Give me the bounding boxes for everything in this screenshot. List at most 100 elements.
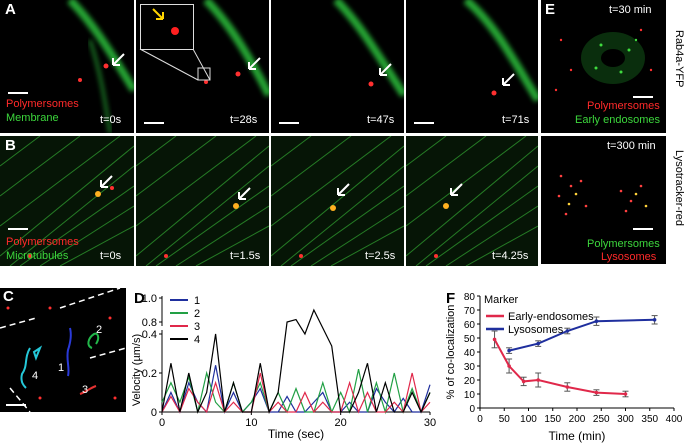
panel-e-top: E t=30 min Polymersomes Early endosomes [541, 0, 666, 133]
track-label-2: 2 [96, 324, 103, 336]
data-point [507, 348, 511, 353]
panel-a-label-polymersomes: Polymersomes [6, 98, 79, 110]
y-axis-label: % of co-localization [445, 305, 457, 400]
panel-b-frame-1: B Polymersomes Microtubules t=0s [0, 136, 134, 266]
x-tick-label: 50 [499, 414, 511, 425]
scale-bar [414, 122, 434, 124]
time-label: t=47s [367, 114, 395, 126]
scale-bar [633, 96, 653, 98]
track-label-3: 3 [82, 384, 89, 396]
y-tick-label: 70 [464, 306, 476, 317]
x-tick-label: 300 [617, 414, 634, 425]
y-tick-label: 30 [464, 362, 476, 373]
y-tick-label: 1.0 [142, 293, 157, 305]
y-tick-label: 0 [151, 407, 157, 419]
y-tick-label: 40 [464, 348, 476, 359]
x-tick-label: 10 [245, 417, 257, 429]
microtubules-image [406, 136, 538, 266]
panel-e-label-lysosomes: Lysosomes [601, 251, 657, 263]
x-tick-label: 250 [593, 414, 610, 425]
arrow-icon [379, 63, 392, 76]
zoom-inset [140, 4, 194, 50]
time-label: t=0s [100, 250, 122, 262]
data-point [652, 318, 657, 322]
time-label: t=2.5s [365, 250, 396, 262]
data-point [565, 329, 570, 333]
data-point [565, 385, 570, 389]
data-point [536, 378, 540, 382]
zoom-inset-image [171, 27, 179, 35]
x-axis-label: Time (sec) [268, 427, 324, 441]
panel-b-label-polymersomes: Polymersomes [6, 236, 79, 248]
microtubules-image [0, 136, 134, 266]
panel-letter-b: B [5, 137, 16, 154]
panel-a-frame-3: t=47s [271, 0, 404, 133]
x-tick-label: 30 [424, 417, 436, 429]
arrow-icon [238, 187, 251, 200]
x-tick-label: 200 [569, 414, 586, 425]
x-axis-label: Time (min) [549, 429, 606, 443]
scale-bar [8, 228, 28, 230]
panel-a-frame-4: t=71s [406, 0, 538, 133]
y-tick-label: 80 [464, 292, 476, 303]
scale-bar [279, 122, 299, 124]
y-tick-label: 0.2 [142, 368, 157, 380]
arrow-icon [248, 57, 261, 70]
arrow-icon [100, 175, 113, 188]
panel-e-label-polymersomes: Polymersomes [587, 100, 660, 112]
series-line-3 [161, 372, 431, 414]
series-line-2 [161, 368, 431, 415]
x-tick-label: 350 [641, 414, 658, 425]
scale-bar [144, 122, 164, 124]
panel-e-label-polymersomes-2: Polymersomes [587, 238, 660, 250]
scale-bar [6, 404, 26, 406]
panel-b-frame-4: t=4.25s [406, 136, 538, 266]
y-tick-label: 0 [469, 404, 475, 415]
panel-b-frame-3: t=2.5s [271, 136, 404, 266]
x-tick-label: 20 [335, 417, 347, 429]
panel-a-frame-1: A Polymersomes Membrane t=0s [0, 0, 134, 133]
arrow-icon [152, 8, 164, 20]
time-label: t=4.25s [492, 250, 529, 262]
panel-b-label-microtubules: Microtubules [6, 250, 69, 262]
track-label-1: 1 [58, 362, 65, 374]
time-label: t=28s [230, 114, 258, 126]
data-point [507, 364, 511, 368]
membrane-image [463, 0, 538, 103]
data-point [536, 341, 540, 346]
microtubules-image [271, 136, 404, 266]
y-tick-label: 0.4 [142, 329, 157, 341]
panel-a-frame-2: t=28s [136, 0, 269, 133]
tracks-image [0, 288, 126, 412]
membrane-image [203, 0, 269, 97]
data-point [594, 319, 599, 323]
x-tick-label: 0 [477, 414, 483, 425]
scale-bar [633, 228, 653, 230]
microtubules-image [136, 136, 269, 266]
panel-e-label-early-endosomes: Early endosomes [575, 114, 660, 126]
arrow-icon [112, 53, 125, 66]
data-point [521, 379, 526, 384]
colocalization-chart: 0 50 100 150 200 250 300 350 400 0 10 20 30 40 50 60 70 8… [445, 292, 683, 443]
y-tick-label: 0.8 [142, 317, 157, 329]
legend-label: Early-endosomes [508, 311, 594, 323]
x-tick-label: 0 [159, 417, 165, 429]
side-label-rab4a: Rab4a-YFP [673, 30, 685, 88]
time-label: t=0s [100, 114, 122, 126]
inset-lines [139, 48, 211, 81]
time-label: t=300 min [607, 140, 656, 152]
velocity-chart: 0 10 20 30 0 0.2 0.40.8 1.0 Time (sec) Velocity (… [131, 293, 436, 441]
membrane-image [67, 0, 134, 133]
x-tick-label: 400 [666, 414, 683, 425]
panel-a-label-membrane: Membrane [6, 112, 59, 124]
panel-letter-a: A [5, 1, 16, 18]
time-label: t=30 min [609, 4, 652, 16]
panel-c: C 1 2 3 4 [0, 288, 126, 412]
panel-b-frame-2: t=1.5s [136, 136, 269, 266]
time-label: t=1.5s [230, 250, 261, 262]
panel-letter-d: D [134, 290, 145, 307]
side-label-lysotracker: Lysotracker-red [673, 150, 685, 227]
legend-title: Marker [484, 294, 519, 306]
early-endosomes-image [554, 28, 653, 92]
data-point [594, 390, 599, 395]
